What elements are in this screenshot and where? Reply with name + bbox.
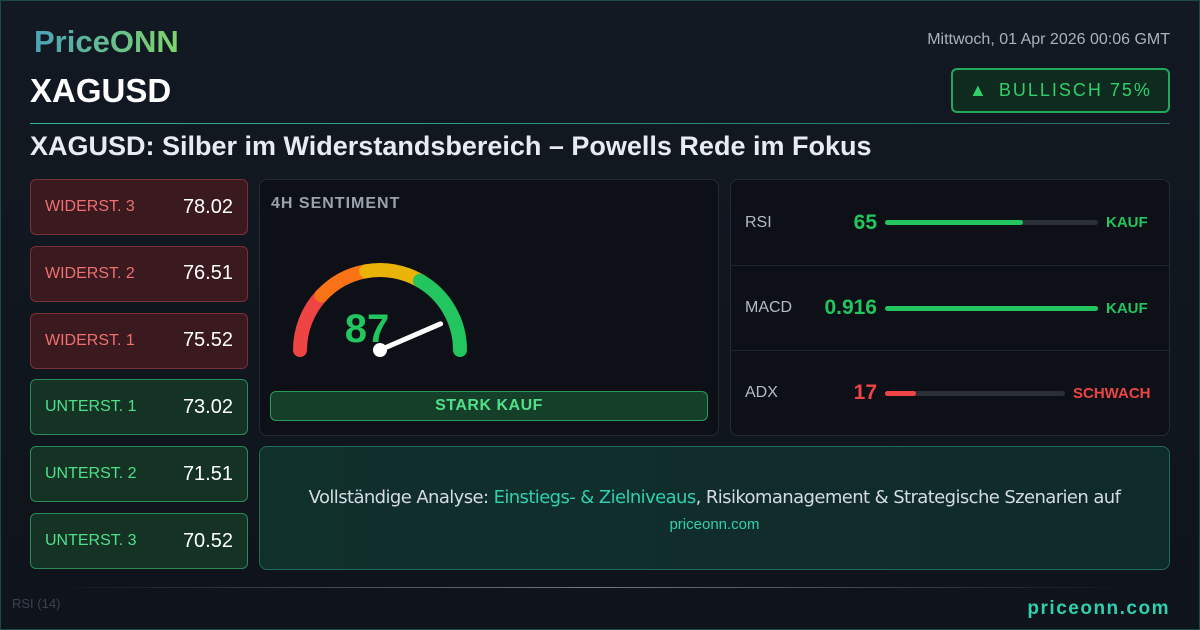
sentiment-gauge: 87 bbox=[293, 263, 467, 357]
indicator-fill bbox=[885, 390, 916, 396]
level-label: UNTERST. 2 bbox=[45, 465, 137, 483]
gauge-needle bbox=[377, 321, 444, 353]
gauge-segment bbox=[293, 288, 329, 357]
level-support: UNTERST. 2 71.51 bbox=[30, 446, 248, 503]
triangle-up-icon: ▲ bbox=[969, 80, 989, 100]
level-value: 78.02 bbox=[182, 195, 233, 218]
level-label: WIDERST. 2 bbox=[45, 264, 135, 282]
level-value: 71.51 bbox=[182, 462, 233, 485]
indicator-bar bbox=[885, 220, 1098, 225]
gauge-segment bbox=[314, 264, 374, 303]
level-resistance: WIDERST. 3 78.02 bbox=[30, 179, 248, 235]
indicator-macd: MACD 0.916 KAUF bbox=[731, 265, 1169, 350]
datetime: Mittwoch, 01 Apr 2026 00:06 GMT bbox=[927, 31, 1170, 48]
indicator-fill bbox=[885, 220, 1024, 225]
indicator-name: RSI bbox=[745, 213, 772, 231]
indicator-bar bbox=[885, 390, 1065, 396]
footer-url[interactable]: priceonn.com bbox=[1027, 598, 1170, 619]
indicator-signal: SCHWACH bbox=[1073, 384, 1151, 402]
footer-divider bbox=[50, 587, 1130, 588]
indicator-value: 17 bbox=[853, 381, 877, 404]
indicator-name: MACD bbox=[745, 299, 793, 316]
background-rsi-label: RSI (14) bbox=[12, 596, 61, 611]
sentiment-title: 4H SENTIMENT bbox=[271, 195, 401, 212]
indicator-bar bbox=[885, 305, 1098, 311]
level-value: 73.02 bbox=[182, 395, 233, 418]
level-value: 76.51 bbox=[182, 262, 233, 285]
indicators-card: RSI 65 KAUF MACD 0.916 KAUF ADX 17 SCHWACH bbox=[730, 179, 1170, 436]
sentiment-card: 4H SENTIMENT 87 STARK KAUF bbox=[259, 179, 719, 436]
cta-highlight: Einstiegs- & Zielniveaus bbox=[493, 487, 697, 508]
level-support: UNTERST. 1 73.02 bbox=[30, 379, 248, 436]
logo: PriceONN bbox=[34, 24, 179, 59]
indicator-signal: KAUF bbox=[1106, 299, 1148, 317]
indicator-value: 0.916 bbox=[824, 296, 877, 319]
divider bbox=[30, 123, 1170, 124]
level-resistance: WIDERST. 1 75.52 bbox=[30, 312, 248, 369]
gauge-pivot bbox=[373, 343, 387, 357]
level-label: WIDERST. 3 bbox=[45, 198, 135, 215]
indicator-signal: KAUF bbox=[1106, 214, 1148, 231]
analysis-cta[interactable]: Vollständige Analyse: Einstiegs- & Zieln… bbox=[259, 446, 1170, 570]
level-value: 75.52 bbox=[182, 329, 233, 352]
indicator-rsi: RSI 65 KAUF bbox=[731, 180, 1169, 265]
gauge-segment bbox=[359, 263, 427, 288]
level-label: UNTERST. 1 bbox=[45, 398, 137, 416]
level-resistance: WIDERST. 2 76.51 bbox=[30, 245, 248, 302]
cta-link[interactable]: priceonn.com bbox=[669, 516, 760, 533]
indicator-adx: ADX 17 SCHWACH bbox=[731, 350, 1169, 435]
bias-badge: ▲ BULLISCH 75% bbox=[951, 68, 1170, 113]
indicator-name: ADX bbox=[745, 384, 778, 401]
level-support: UNTERST. 3 70.52 bbox=[30, 513, 248, 569]
signal-badge: STARK KAUF bbox=[270, 391, 708, 421]
symbol: XAGUSD bbox=[30, 72, 172, 109]
level-label: UNTERST. 3 bbox=[45, 532, 137, 549]
indicator-value: 65 bbox=[853, 210, 877, 234]
headline: XAGUSD: Silber im Widerstandsbereich – P… bbox=[30, 131, 872, 161]
level-value: 70.52 bbox=[182, 529, 233, 552]
level-label: WIDERST. 1 bbox=[45, 331, 135, 349]
indicator-fill bbox=[885, 305, 1098, 311]
gauge-segment bbox=[413, 273, 467, 357]
